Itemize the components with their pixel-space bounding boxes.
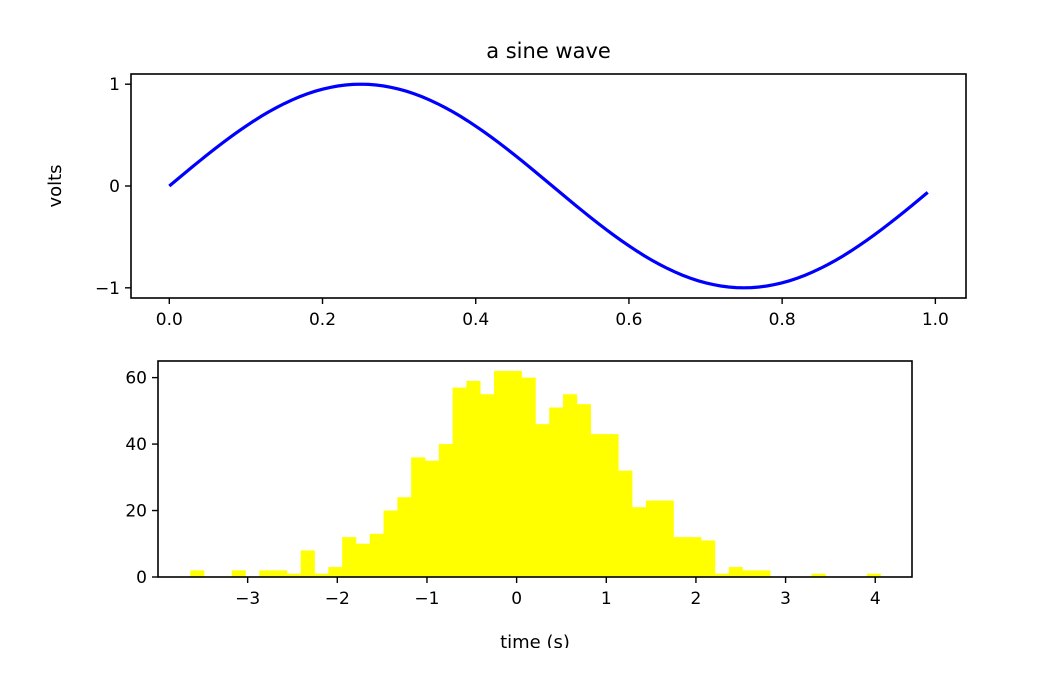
histogram-bar [728, 567, 743, 577]
histogram-bar [618, 470, 633, 577]
x-tick-label: 0.2 [309, 310, 336, 330]
x-tick-label: 3 [780, 589, 791, 609]
y-tick-label: 0 [136, 568, 147, 588]
x-tick-label: 0.8 [769, 310, 796, 330]
x-tick-label: 0.4 [462, 310, 489, 330]
histogram-bar [521, 377, 536, 577]
histogram-bar [645, 500, 661, 577]
histogram-bar [687, 537, 702, 577]
histogram-bar [369, 533, 384, 577]
x-tick-label: 2 [691, 589, 702, 609]
histogram-bar [673, 537, 688, 577]
histogram-bar [590, 434, 605, 577]
histogram-bar [576, 404, 591, 577]
histogram-bar [190, 570, 205, 577]
histogram-bar [742, 570, 757, 577]
histogram-bar [701, 540, 716, 577]
x-tick-label: 0.0 [156, 310, 183, 330]
histogram-bar [659, 500, 674, 577]
histogram-bar [714, 573, 730, 577]
sine-axes: 0.0 0.2 0.4 0.6 0.8 1.0 −1 0 1 a sine wave volts [45, 39, 967, 330]
y-tick-label: 0 [109, 177, 120, 197]
histogram-bar [411, 457, 426, 577]
histogram-bar [480, 394, 495, 577]
x-tick-label: −2 [325, 589, 350, 609]
chart-title: a sine wave [486, 39, 611, 63]
histogram-bar [507, 370, 522, 577]
histogram-bar [604, 434, 619, 577]
histogram-bar [286, 573, 302, 577]
histogram-bar [438, 444, 453, 577]
x-axis-label: time (s) [500, 632, 570, 653]
y-tick-label: 60 [125, 369, 147, 389]
histogram-bar [756, 570, 771, 577]
y-tick-label: 40 [125, 435, 147, 455]
histogram-bar [231, 570, 246, 577]
histogram-bar [397, 497, 412, 577]
histogram-bar [549, 407, 564, 577]
axes-frame [157, 360, 913, 578]
histogram-bar [355, 543, 371, 577]
x-tick-label: 0 [511, 589, 522, 609]
histogram-bar [811, 573, 826, 577]
x-tick-label: 1 [601, 589, 612, 609]
histogram-bar [273, 570, 288, 577]
histogram-bar [259, 570, 274, 577]
histogram-bar [466, 380, 481, 577]
histogram-bar [328, 567, 343, 577]
sine-line [168, 82, 929, 290]
y-axis-label: volts [45, 164, 66, 207]
histogram-bar [563, 394, 578, 577]
histogram-bar [452, 387, 467, 577]
x-tick-label: −3 [235, 589, 260, 609]
x-tick-label: 4 [870, 589, 881, 609]
histogram-bar [535, 424, 550, 577]
histogram-bar [632, 507, 647, 577]
x-tick-label: 0.6 [615, 310, 642, 330]
x-tick-label: −1 [414, 589, 439, 609]
histogram-bar [494, 370, 509, 577]
axes-frame [130, 73, 967, 299]
y-tick-label: 1 [109, 75, 120, 95]
x-tick-label: 1.0 [922, 310, 949, 330]
histogram-bar [866, 573, 881, 577]
histogram-bar [300, 550, 315, 577]
histogram-bar [314, 573, 329, 577]
y-tick-label: 20 [125, 502, 147, 522]
histogram-bar [424, 460, 440, 577]
y-tick-label: −1 [95, 279, 120, 299]
histogram-bar [342, 537, 357, 577]
histogram-bar [383, 510, 398, 577]
